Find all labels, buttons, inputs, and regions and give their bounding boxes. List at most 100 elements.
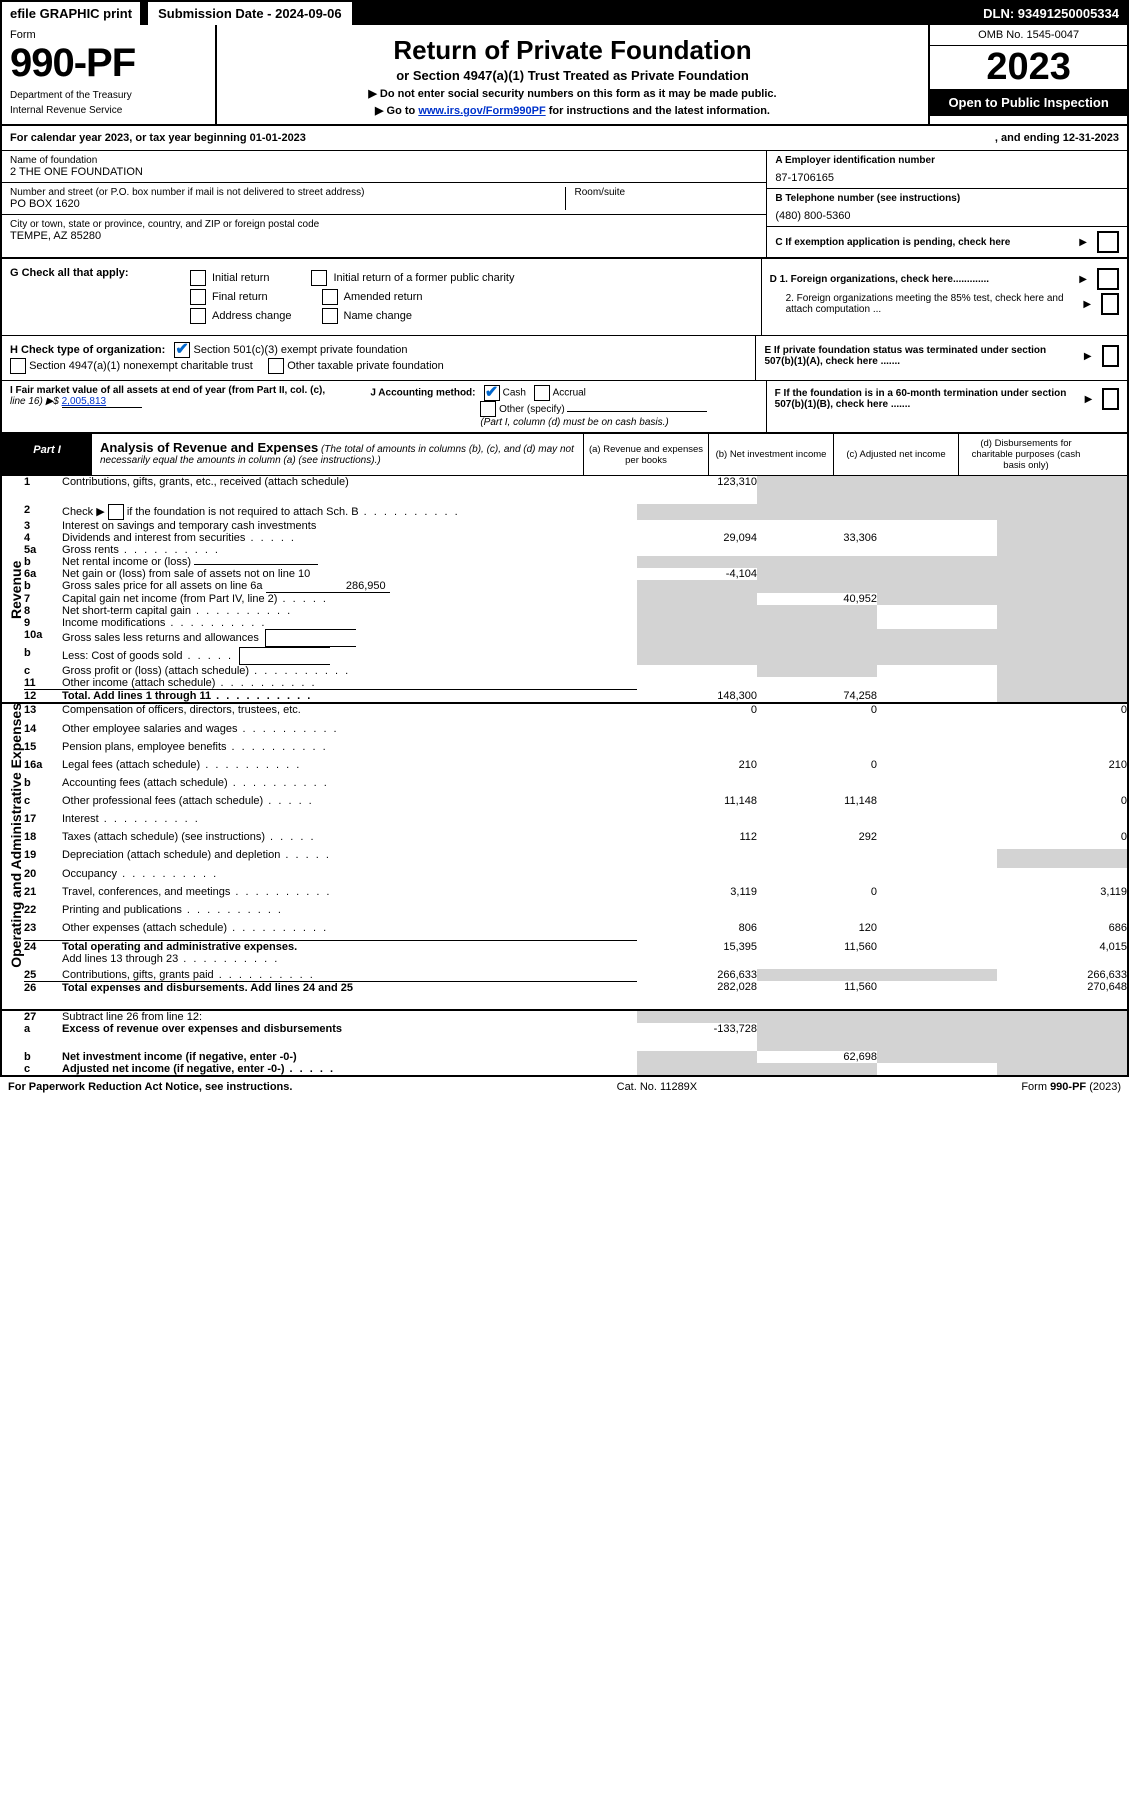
arrow-icon: ▶ <box>1084 351 1096 362</box>
g-name-change-checkbox[interactable] <box>322 308 338 324</box>
l7-desc: Capital gain net income (from Part IV, l… <box>62 593 637 605</box>
h-other-taxable-checkbox[interactable] <box>268 358 284 374</box>
f-label: F If the foundation is in a 60-month ter… <box>775 388 1079 410</box>
c-checkbox[interactable] <box>1097 231 1119 253</box>
g-final-return-checkbox[interactable] <box>190 289 206 305</box>
l16c-desc: Other professional fees (attach schedule… <box>62 795 637 813</box>
ln-7: 7 <box>24 593 62 605</box>
irs-link[interactable]: www.irs.gov/Form990PF <box>418 105 545 117</box>
part1-table: Revenue 1 Contributions, gifts, grants, … <box>2 476 1127 1075</box>
l21-b: 0 <box>757 886 877 904</box>
cal-begin: For calendar year 2023, or tax year begi… <box>10 132 306 144</box>
part1-label: Part I <box>2 434 92 475</box>
l16a-b: 0 <box>757 759 877 777</box>
ln-17: 17 <box>24 813 62 831</box>
arrow-icon: ▶ <box>1079 274 1091 285</box>
ssn-note: ▶ Do not enter social security numbers o… <box>223 87 923 100</box>
col-b-header: (b) Net investment income <box>708 434 833 475</box>
page-footer: For Paperwork Reduction Act Notice, see … <box>0 1077 1129 1097</box>
j-cash-checkbox[interactable] <box>484 385 500 401</box>
h-501c3-checkbox[interactable] <box>174 342 190 358</box>
l27a-a: -133,728 <box>637 1023 757 1051</box>
g-address-change-checkbox[interactable] <box>190 308 206 324</box>
l13-d: 0 <box>997 703 1127 723</box>
l9-desc: Income modifications <box>62 617 637 629</box>
f-checkbox[interactable] <box>1102 388 1119 410</box>
j-other-checkbox[interactable] <box>480 401 496 417</box>
d1-checkbox[interactable] <box>1097 268 1119 290</box>
revenue-side-label: Revenue <box>2 476 24 703</box>
d1-label: D 1. Foreign organizations, check here..… <box>770 274 990 285</box>
l5b-desc: Net rental income or (loss) <box>62 556 637 568</box>
h-4947-checkbox[interactable] <box>10 358 26 374</box>
submission-date: Submission Date - 2024-09-06 <box>148 2 352 25</box>
d2-checkbox[interactable] <box>1101 293 1119 315</box>
g-o1: Initial return <box>212 272 269 284</box>
ln-9: 9 <box>24 617 62 629</box>
tax-year: 2023 <box>930 46 1127 89</box>
g-initial-return-checkbox[interactable] <box>190 270 206 286</box>
ln-12: 12 <box>24 690 62 704</box>
goto-post: for instructions and the latest informat… <box>546 105 770 117</box>
ln-6a: 6a <box>24 568 62 580</box>
j-o1: Cash <box>503 388 526 399</box>
l19-desc: Depreciation (attach schedule) and deple… <box>62 849 637 867</box>
ln-11: 11 <box>24 677 62 690</box>
ln-27a: a <box>24 1023 62 1051</box>
goto-note: ▶ Go to www.irs.gov/Form990PF for instru… <box>223 104 923 117</box>
ln-15: 15 <box>24 741 62 759</box>
fmv-value-link[interactable]: 2,005,813 <box>62 396 142 408</box>
ln-25: 25 <box>24 969 62 982</box>
form-label: Form <box>10 29 207 41</box>
ln-2: 2 <box>24 504 62 520</box>
part1-title: Analysis of Revenue and Expenses <box>100 440 318 455</box>
l6b-desc: Gross sales price for all assets on line… <box>62 580 637 593</box>
arrow-icon: ▶ <box>1085 394 1097 405</box>
l24-desc: Total operating and administrative expen… <box>62 941 637 969</box>
ln-20: 20 <box>24 868 62 886</box>
ln-13: 13 <box>24 703 62 723</box>
j-accrual-checkbox[interactable] <box>534 385 550 401</box>
ln-24: 24 <box>24 941 62 969</box>
ln-10c: c <box>24 665 62 677</box>
form-subtitle: or Section 4947(a)(1) Trust Treated as P… <box>223 68 923 83</box>
l4-desc: Dividends and interest from securities <box>62 532 637 544</box>
ln-19: 19 <box>24 849 62 867</box>
h-o2: Section 4947(a)(1) nonexempt charitable … <box>29 360 253 372</box>
l8-desc: Net short-term capital gain <box>62 605 637 617</box>
i-label: I Fair market value of all assets at end… <box>10 385 325 396</box>
j-label: J Accounting method: <box>370 388 475 399</box>
form-title: Return of Private Foundation <box>223 35 923 66</box>
g-former-charity-checkbox[interactable] <box>311 270 327 286</box>
form-header: Form 990-PF Department of the Treasury I… <box>2 25 1127 126</box>
l23-b: 120 <box>757 922 877 941</box>
l17-desc: Interest <box>62 813 637 831</box>
e-label: E If private foundation status was termi… <box>764 345 1077 367</box>
ln-26: 26 <box>24 981 62 1010</box>
g-amended-checkbox[interactable] <box>322 289 338 305</box>
street-address: PO BOX 1620 <box>10 198 561 210</box>
l18-a: 112 <box>637 831 757 849</box>
topbar: efile GRAPHIC print Submission Date - 20… <box>2 2 1127 25</box>
c-label: C If exemption application is pending, c… <box>775 237 1010 248</box>
l16c-b: 11,148 <box>757 795 877 813</box>
dept-irs: Internal Revenue Service <box>10 105 207 116</box>
ln-16a: 16a <box>24 759 62 777</box>
h-o3: Other taxable private foundation <box>287 360 444 372</box>
g-o4: Amended return <box>344 291 423 303</box>
l27b-desc: Net investment income (if negative, ente… <box>62 1051 637 1063</box>
efile-print-button[interactable]: efile GRAPHIC print <box>2 2 142 25</box>
l16b-desc: Accounting fees (attach schedule) <box>62 777 637 795</box>
entity-block: Name of foundation 2 THE ONE FOUNDATION … <box>2 151 1127 259</box>
l21-a: 3,119 <box>637 886 757 904</box>
l24-d: 4,015 <box>997 941 1127 969</box>
l27a-desc: Excess of revenue over expenses and disb… <box>62 1023 637 1051</box>
ln-27c: c <box>24 1063 62 1075</box>
l16a-a: 210 <box>637 759 757 777</box>
e-checkbox[interactable] <box>1102 345 1119 367</box>
l22-desc: Printing and publications <box>62 904 637 922</box>
h-o1: Section 501(c)(3) exempt private foundat… <box>193 344 407 356</box>
l7-b: 40,952 <box>757 593 877 605</box>
j-note: (Part I, column (d) must be on cash basi… <box>370 417 668 428</box>
l2-checkbox[interactable] <box>108 504 124 520</box>
